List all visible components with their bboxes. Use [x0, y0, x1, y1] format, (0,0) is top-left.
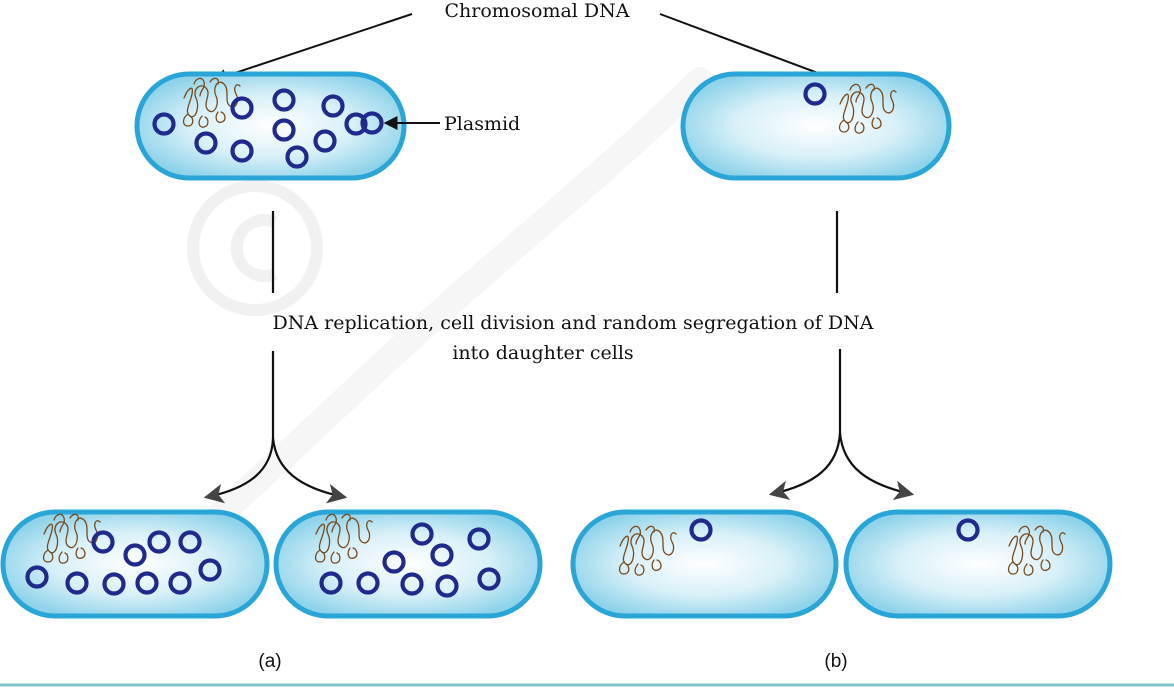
plasmid-group [152, 88, 384, 169]
daughter-cell-a1 [0, 509, 270, 619]
plasmid-label: Plasmid [444, 113, 520, 135]
process-label-line2: into daughter cells [452, 342, 633, 364]
panel-a-label: (a) [258, 651, 281, 672]
daughter-cell-a2 [273, 509, 543, 619]
daughter-cell-b1 [570, 509, 839, 619]
daughter-cell-b2 [843, 509, 1113, 619]
plasmid-group [319, 522, 501, 598]
branch-arrows-b [768, 349, 915, 501]
panel-b-label: (b) [824, 651, 847, 672]
parent-cell-a [134, 71, 407, 181]
process-label-line1: DNA replication, cell division and rando… [273, 312, 874, 334]
plasmid [689, 518, 713, 542]
plasmid [956, 518, 980, 542]
branch-arrows-a [203, 351, 348, 504]
parent-cell-b [680, 71, 952, 181]
plasmid-group [25, 530, 222, 596]
plasmid [803, 82, 827, 106]
chromosomal-dna-pointer-left [212, 13, 413, 83]
chromosomal-dna-label: Chromosomal DNA [445, 0, 630, 22]
